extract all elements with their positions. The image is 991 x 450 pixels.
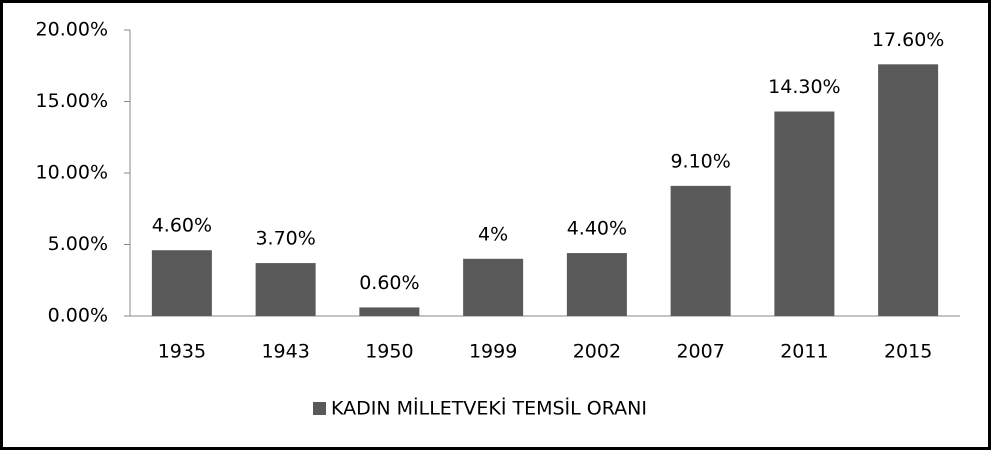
data-label: 9.10% xyxy=(670,150,730,172)
x-tick-label: 1999 xyxy=(469,341,517,363)
legend-label: KADIN MİLLETVEKİ TEMSİL ORANI xyxy=(331,397,647,420)
data-label: 3.70% xyxy=(255,228,315,250)
bar xyxy=(774,111,835,316)
data-label: 0.60% xyxy=(359,272,419,294)
x-tick-label: 1943 xyxy=(261,341,309,363)
x-tick-label: 2011 xyxy=(780,341,828,363)
y-tick-label: 15.00% xyxy=(36,90,108,112)
x-tick-label: 2007 xyxy=(676,341,724,363)
y-tick-label: 0.00% xyxy=(48,305,108,327)
bar xyxy=(151,250,212,316)
data-label: 4% xyxy=(478,223,508,245)
data-label: 14.30% xyxy=(768,76,840,98)
data-label: 4.40% xyxy=(567,218,627,240)
y-tick-label: 5.00% xyxy=(48,233,108,255)
x-tick-label: 1935 xyxy=(158,341,206,363)
bar xyxy=(566,253,627,316)
bar xyxy=(670,185,731,316)
x-tick-label: 2015 xyxy=(884,341,932,363)
bar xyxy=(359,307,420,316)
bar xyxy=(255,263,316,316)
bar xyxy=(878,64,939,316)
data-label: 17.60% xyxy=(872,29,944,51)
x-tick-label: 1950 xyxy=(365,341,413,363)
bar xyxy=(463,258,524,316)
y-tick-label: 20.00% xyxy=(36,19,108,41)
y-tick-label: 10.00% xyxy=(36,162,108,184)
legend-swatch xyxy=(313,402,326,415)
x-tick-label: 2002 xyxy=(573,341,621,363)
data-label: 4.60% xyxy=(152,215,212,237)
